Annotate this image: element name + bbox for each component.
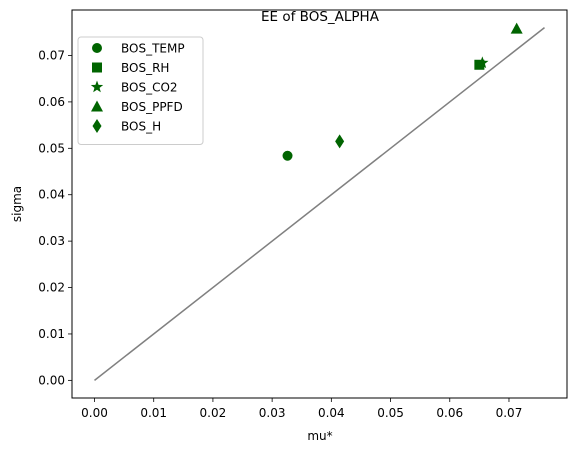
legend-marker-bos-h bbox=[92, 119, 102, 133]
x-tick-label: 0.04 bbox=[318, 406, 345, 420]
x-tick-label: 0.07 bbox=[496, 406, 523, 420]
x-axis-label: mu* bbox=[307, 429, 332, 443]
x-tick-label: 0.03 bbox=[259, 406, 286, 420]
legend-marker-bos-co2 bbox=[90, 80, 104, 93]
plot-area: 0.00 0.01 0.02 0.03 0.04 0.05 0.06 0.07 0.00 0.01… bbox=[38, 22, 545, 420]
legend-label: BOS_H bbox=[121, 120, 161, 134]
legend: BOS_TEMP BOS_RH BOS_CO2 BOS_PPFD BOS_H bbox=[77, 36, 204, 145]
data-point-bos-h bbox=[335, 134, 345, 149]
x-tick-label: 0.02 bbox=[200, 406, 227, 420]
data-point-bos-co2 bbox=[476, 56, 489, 69]
chart-title: EE of BOS_ALPHA bbox=[261, 9, 380, 25]
legend-label: BOS_CO2 bbox=[121, 81, 178, 95]
legend-box bbox=[77, 36, 204, 145]
data-point-bos-rh bbox=[474, 59, 485, 70]
legend-marker-bos-rh bbox=[92, 62, 102, 73]
legend-label: BOS_PPFD bbox=[121, 100, 183, 114]
y-tick-label: 0.06 bbox=[38, 95, 65, 109]
y-tick-label: 0.03 bbox=[38, 234, 65, 248]
legend-marker-bos-ppfd bbox=[91, 100, 103, 112]
y-tick-label: 0.05 bbox=[38, 141, 65, 155]
legend-marker-bos-temp bbox=[92, 43, 102, 53]
y-tick-label: 0.02 bbox=[38, 281, 65, 295]
legend-label: BOS_TEMP bbox=[121, 42, 185, 56]
x-tick-label: 0.05 bbox=[377, 406, 404, 420]
y-tick-label: 0.07 bbox=[38, 48, 65, 62]
y-axis-label: sigma bbox=[10, 186, 24, 222]
data-point-bos-temp bbox=[282, 150, 293, 161]
y-tick-label: 0.01 bbox=[38, 327, 65, 341]
x-tick-label: 0.01 bbox=[140, 406, 167, 420]
plot-frame bbox=[71, 9, 568, 399]
data-point-bos-ppfd bbox=[510, 22, 523, 34]
x-tick-label: 0.06 bbox=[436, 406, 463, 420]
legend-label: BOS_RH bbox=[121, 61, 169, 75]
reference-line bbox=[94, 27, 545, 381]
x-tick-label: 0.00 bbox=[81, 406, 108, 420]
y-tick-label: 0.04 bbox=[38, 188, 65, 202]
y-tick-label: 0.00 bbox=[38, 373, 65, 387]
